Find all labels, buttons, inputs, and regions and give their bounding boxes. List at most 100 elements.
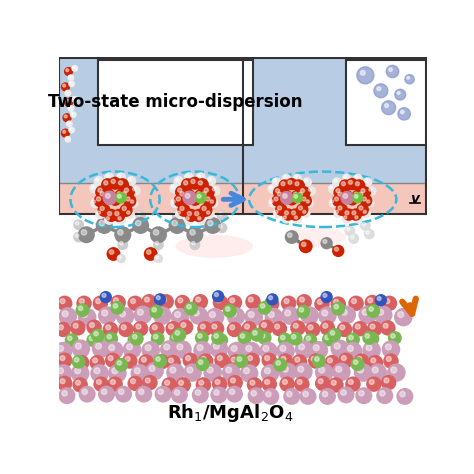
- Circle shape: [70, 111, 77, 118]
- Circle shape: [104, 215, 114, 225]
- Circle shape: [281, 335, 285, 340]
- Circle shape: [96, 178, 99, 181]
- Circle shape: [292, 179, 305, 191]
- Circle shape: [109, 345, 115, 351]
- Circle shape: [90, 198, 100, 208]
- Circle shape: [357, 367, 364, 373]
- Circle shape: [273, 179, 277, 182]
- Circle shape: [258, 301, 272, 315]
- Circle shape: [294, 216, 298, 219]
- Circle shape: [198, 181, 202, 185]
- Circle shape: [306, 186, 316, 196]
- Circle shape: [382, 340, 400, 359]
- Circle shape: [377, 87, 381, 91]
- Circle shape: [309, 188, 311, 191]
- Circle shape: [195, 331, 209, 345]
- Circle shape: [268, 198, 278, 208]
- Circle shape: [89, 183, 100, 193]
- Circle shape: [335, 247, 338, 251]
- Circle shape: [101, 389, 107, 394]
- Circle shape: [345, 226, 356, 237]
- Circle shape: [125, 356, 130, 361]
- Circle shape: [134, 368, 140, 374]
- Circle shape: [195, 390, 201, 395]
- Circle shape: [267, 300, 272, 304]
- Circle shape: [166, 364, 185, 382]
- Circle shape: [299, 192, 302, 196]
- Circle shape: [283, 366, 288, 372]
- Circle shape: [102, 293, 106, 297]
- Circle shape: [57, 376, 73, 391]
- Circle shape: [96, 343, 101, 349]
- Circle shape: [368, 355, 383, 370]
- Circle shape: [325, 335, 329, 340]
- Ellipse shape: [175, 235, 253, 258]
- Circle shape: [174, 311, 181, 318]
- Circle shape: [212, 376, 228, 392]
- Circle shape: [294, 363, 313, 381]
- Circle shape: [106, 325, 111, 330]
- Circle shape: [266, 293, 279, 306]
- Circle shape: [294, 176, 298, 179]
- Circle shape: [192, 209, 205, 222]
- Circle shape: [334, 300, 338, 304]
- Circle shape: [153, 354, 167, 368]
- Circle shape: [374, 306, 392, 324]
- Circle shape: [319, 367, 325, 373]
- Circle shape: [274, 197, 278, 201]
- Circle shape: [95, 185, 109, 199]
- Circle shape: [331, 302, 345, 316]
- Circle shape: [57, 296, 73, 311]
- Circle shape: [251, 391, 256, 396]
- Circle shape: [357, 67, 374, 84]
- Circle shape: [315, 376, 330, 391]
- Circle shape: [201, 356, 206, 361]
- Circle shape: [151, 332, 164, 346]
- Circle shape: [298, 186, 310, 199]
- Circle shape: [145, 297, 149, 302]
- Circle shape: [299, 239, 313, 253]
- Circle shape: [70, 320, 86, 336]
- Circle shape: [292, 335, 296, 339]
- Circle shape: [295, 340, 313, 359]
- Circle shape: [118, 174, 121, 178]
- Circle shape: [365, 198, 374, 208]
- Circle shape: [71, 96, 78, 103]
- Circle shape: [348, 233, 359, 244]
- Circle shape: [63, 84, 65, 87]
- Circle shape: [196, 178, 209, 191]
- Circle shape: [294, 376, 310, 392]
- Circle shape: [97, 204, 110, 217]
- Circle shape: [245, 324, 249, 329]
- Circle shape: [206, 176, 216, 186]
- Circle shape: [353, 214, 363, 224]
- Circle shape: [273, 358, 287, 372]
- Circle shape: [353, 179, 365, 191]
- Circle shape: [269, 296, 273, 300]
- Circle shape: [283, 388, 300, 405]
- Circle shape: [210, 311, 215, 318]
- Circle shape: [86, 319, 102, 335]
- Circle shape: [98, 188, 102, 192]
- Circle shape: [63, 130, 65, 133]
- Circle shape: [237, 331, 251, 345]
- Circle shape: [102, 191, 117, 205]
- Circle shape: [128, 198, 138, 208]
- Bar: [346, 60, 427, 145]
- Circle shape: [365, 334, 370, 338]
- Circle shape: [184, 172, 194, 182]
- Circle shape: [273, 186, 285, 199]
- Circle shape: [306, 200, 310, 203]
- Circle shape: [106, 217, 109, 220]
- Circle shape: [216, 298, 221, 303]
- Circle shape: [109, 250, 114, 254]
- Circle shape: [328, 198, 338, 208]
- Circle shape: [154, 254, 163, 263]
- Circle shape: [214, 333, 228, 347]
- Circle shape: [388, 331, 402, 345]
- Circle shape: [344, 342, 362, 360]
- Circle shape: [324, 355, 340, 370]
- Circle shape: [320, 237, 333, 249]
- Circle shape: [122, 206, 127, 210]
- Circle shape: [204, 217, 221, 234]
